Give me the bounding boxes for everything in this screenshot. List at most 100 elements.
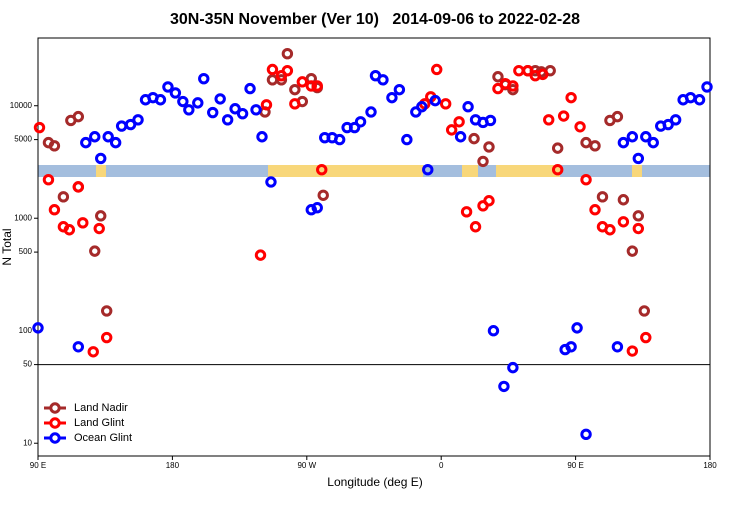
- data-point: [604, 224, 616, 236]
- data-point: [557, 110, 570, 122]
- x-tick-label: 90 E: [30, 461, 46, 470]
- land-band: [462, 165, 478, 177]
- data-point: [275, 74, 288, 86]
- data-point: [72, 341, 85, 353]
- data-point: [48, 140, 61, 152]
- legend-marker: [49, 402, 61, 414]
- data-point: [124, 118, 137, 131]
- data-point: [632, 210, 645, 222]
- y-tick-label: 5000: [14, 135, 32, 144]
- x-tick-label: 90 W: [297, 461, 316, 470]
- data-point: [498, 380, 510, 393]
- data-point: [162, 81, 174, 93]
- data-point: [522, 64, 534, 77]
- land-band: [268, 165, 423, 177]
- legend-label: Land Nadir: [74, 402, 128, 414]
- x-tick-label: 0: [439, 461, 444, 470]
- data-point: [626, 131, 639, 143]
- data-point: [589, 204, 601, 216]
- data-point: [580, 174, 592, 186]
- data-point: [632, 222, 645, 235]
- data-point: [454, 131, 467, 143]
- data-point: [662, 118, 674, 131]
- data-point: [484, 114, 497, 127]
- data-point: [72, 181, 85, 193]
- x-tick-label: 180: [166, 461, 180, 470]
- data-point: [333, 133, 346, 146]
- data-point: [42, 174, 55, 186]
- data-point: [483, 141, 495, 153]
- legend-label: Land Glint: [74, 417, 124, 429]
- y-axis-label: N Total: [0, 228, 14, 265]
- data-point: [377, 74, 389, 86]
- data-point: [95, 152, 107, 165]
- data-point: [266, 63, 279, 76]
- data-point: [169, 87, 182, 99]
- data-point: [492, 71, 504, 83]
- data-point: [365, 106, 377, 118]
- data-point: [507, 361, 519, 374]
- data-point: [439, 98, 452, 110]
- data-point: [596, 191, 609, 203]
- data-point: [574, 121, 586, 133]
- data-point: [95, 210, 107, 222]
- data-point: [701, 81, 713, 93]
- data-point: [192, 97, 204, 109]
- data-point: [580, 136, 592, 149]
- data-point: [431, 63, 443, 76]
- legend-label: Ocean Glint: [74, 432, 132, 444]
- data-point: [492, 82, 504, 95]
- data-point: [477, 155, 489, 168]
- data-point: [289, 98, 301, 110]
- data-point: [453, 116, 465, 128]
- data-point: [289, 83, 301, 96]
- data-point: [48, 204, 61, 216]
- y-tick-label: 100: [19, 326, 33, 335]
- data-point: [57, 191, 70, 203]
- data-point: [221, 114, 234, 126]
- data-point: [311, 80, 323, 92]
- land-band: [96, 165, 106, 177]
- data-point: [640, 131, 652, 143]
- data-point: [469, 221, 482, 233]
- data-point: [281, 48, 294, 60]
- data-point: [260, 99, 273, 111]
- data-point: [154, 94, 167, 106]
- data-point: [87, 346, 99, 358]
- data-point: [445, 124, 458, 136]
- legend-marker: [49, 432, 61, 444]
- data-point: [551, 164, 564, 176]
- data-point: [214, 93, 226, 105]
- data-point: [401, 133, 413, 146]
- x-axis-label: Longitude (deg E): [327, 475, 422, 489]
- data-point: [626, 245, 639, 257]
- data-point: [100, 305, 113, 317]
- data-point: [393, 83, 406, 96]
- data-point: [317, 189, 329, 201]
- data-point: [80, 136, 92, 149]
- data-point: [617, 194, 630, 206]
- data-point: [565, 91, 577, 104]
- data-point: [311, 202, 323, 214]
- x-tick-label: 90 E: [567, 461, 583, 470]
- data-point: [487, 325, 500, 337]
- data-point: [483, 195, 495, 207]
- data-point: [513, 64, 525, 77]
- data-point: [617, 216, 630, 228]
- data-point: [177, 95, 189, 108]
- data-point: [77, 217, 89, 229]
- data-point: [265, 176, 277, 188]
- data-point: [617, 136, 630, 149]
- data-point: [638, 305, 650, 317]
- y-tick-label: 500: [19, 247, 33, 256]
- data-point: [198, 72, 210, 85]
- data-point: [571, 322, 583, 334]
- data-point: [229, 103, 241, 115]
- data-point: [416, 101, 428, 113]
- data-point: [462, 101, 474, 113]
- data-point: [102, 131, 114, 143]
- data-point: [429, 94, 441, 107]
- y-tick-label: 50: [23, 360, 32, 369]
- data-point: [543, 114, 555, 126]
- data-point: [537, 68, 549, 81]
